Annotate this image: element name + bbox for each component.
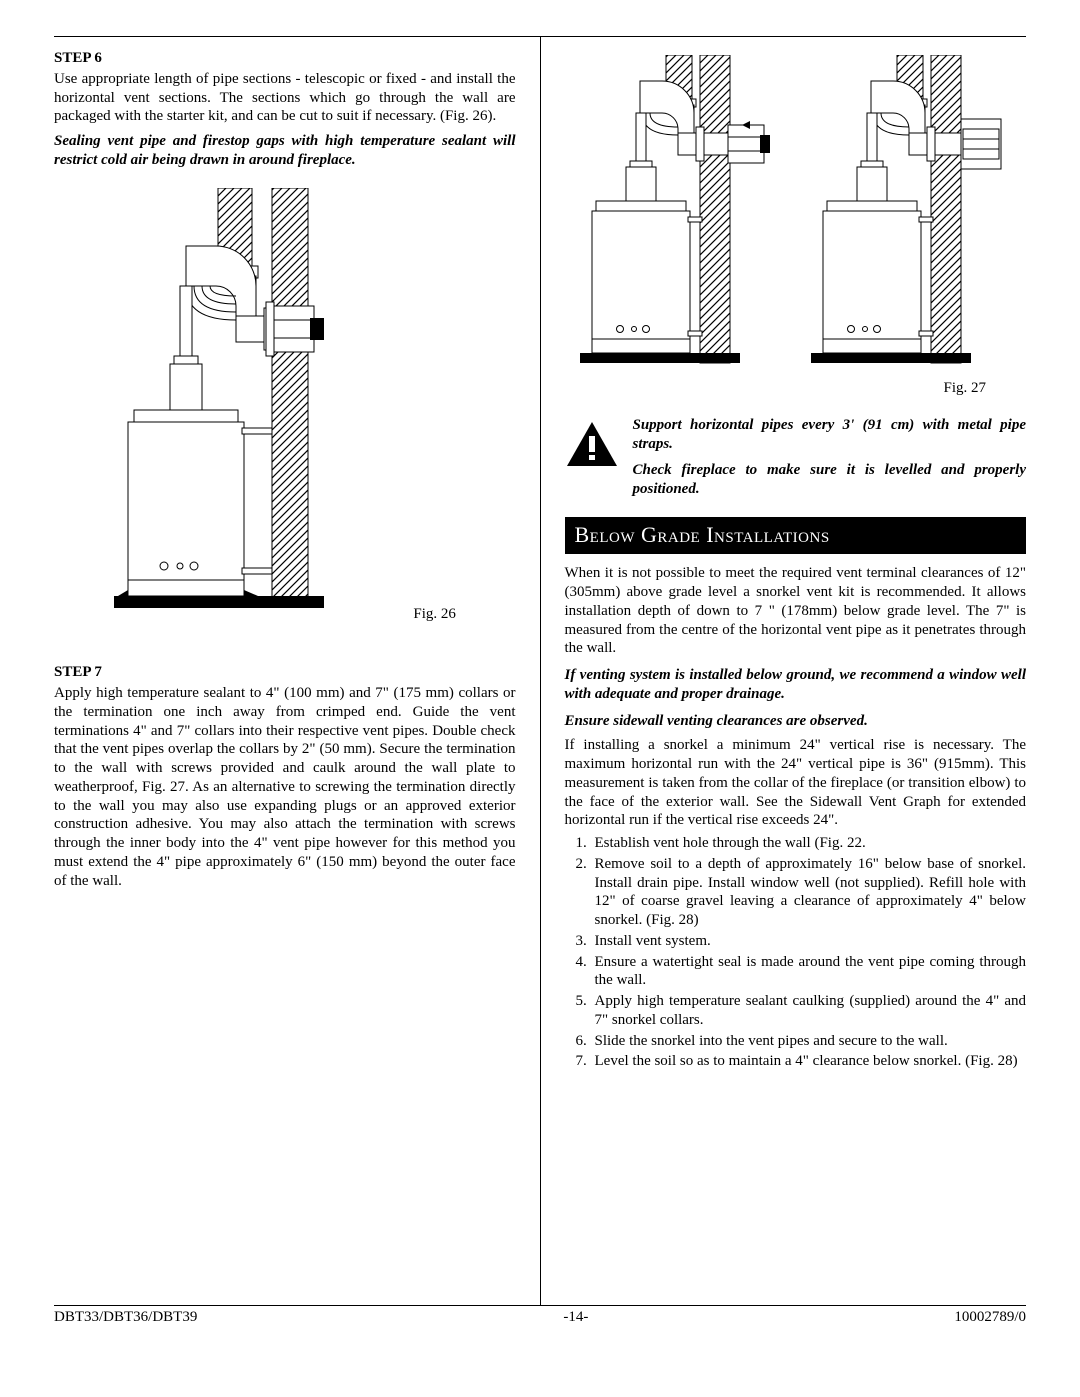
list-item: Establish vent hole through the wall (Fi… <box>591 834 1027 853</box>
fig27-svg-a <box>580 55 780 375</box>
list-item: Apply high temperature sealant caulking … <box>591 992 1027 1030</box>
step7-body: Apply high temperature sealant to 4" (10… <box>54 684 516 890</box>
figure-27: Fig. 27 <box>565 55 1027 398</box>
footer-doc: 10002789/0 <box>954 1308 1026 1327</box>
left-column: STEP 6 Use appropriate length of pipe se… <box>54 37 541 1305</box>
step7-heading: STEP 7 <box>54 663 516 682</box>
fig27-caption: Fig. 27 <box>565 379 1027 398</box>
fig27-svg-b <box>811 55 1011 375</box>
step6-heading: STEP 6 <box>54 49 516 68</box>
footer-page: -14- <box>563 1308 588 1327</box>
fig26-caption: Fig. 26 <box>413 605 456 624</box>
footer-model: DBT33/DBT36/DBT39 <box>54 1308 197 1327</box>
figure-26: Fig. 26 <box>54 188 516 624</box>
list-item: Level the soil so as to maintain a 4" cl… <box>591 1052 1027 1071</box>
install-steps-list: Establish vent hole through the wall (Fi… <box>565 834 1027 1071</box>
section-heading: Below Grade Installations <box>565 517 1027 555</box>
bg-para1: When it is not possible to meet the requ… <box>565 564 1027 658</box>
list-item: Slide the snorkel into the vent pipes an… <box>591 1032 1027 1051</box>
step6-body: Use appropriate length of pipe sections … <box>54 70 516 126</box>
bg-para2: If installing a snorkel a minimum 24" ve… <box>565 736 1027 830</box>
warning-icon <box>565 420 623 474</box>
list-item: Install vent system. <box>591 932 1027 951</box>
right-column: Fig. 27 Support horizontal pipes every 3… <box>541 37 1027 1305</box>
page: STEP 6 Use appropriate length of pipe se… <box>54 36 1026 1306</box>
list-item: Ensure a watertight seal is made around … <box>591 953 1027 991</box>
step6-note: Sealing vent pipe and firestop gaps with… <box>54 132 516 170</box>
caution-text-2: Check fireplace to make sure it is level… <box>633 461 1027 499</box>
list-item: Remove soil to a depth of approximately … <box>591 855 1027 930</box>
fig26-svg <box>114 188 394 618</box>
caution-text-1: Support horizontal pipes every 3' (91 cm… <box>633 416 1027 454</box>
caution-block: Support horizontal pipes every 3' (91 cm… <box>565 416 1027 501</box>
bg-note2: Ensure sidewall venting clearances are o… <box>565 712 1027 731</box>
bg-note1: If venting system is installed below gro… <box>565 666 1027 704</box>
page-footer: DBT33/DBT36/DBT39 -14- 10002789/0 <box>54 1306 1026 1327</box>
